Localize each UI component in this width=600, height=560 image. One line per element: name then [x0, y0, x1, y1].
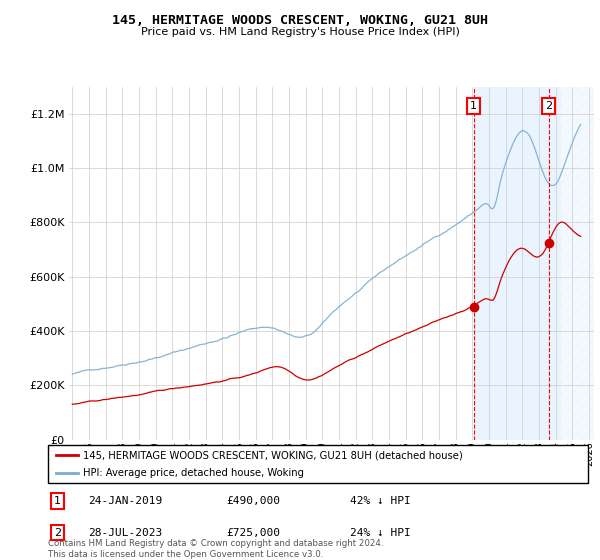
Text: Price paid vs. HM Land Registry's House Price Index (HPI): Price paid vs. HM Land Registry's House …	[140, 27, 460, 37]
Text: 28-JUL-2023: 28-JUL-2023	[89, 528, 163, 538]
Text: 24-JAN-2019: 24-JAN-2019	[89, 496, 163, 506]
Text: HPI: Average price, detached house, Woking: HPI: Average price, detached house, Woki…	[83, 468, 304, 478]
Text: 1: 1	[54, 496, 61, 506]
Text: £490,000: £490,000	[226, 496, 280, 506]
Text: 2: 2	[54, 528, 61, 538]
Text: 24% ↓ HPI: 24% ↓ HPI	[350, 528, 411, 538]
Text: Contains HM Land Registry data © Crown copyright and database right 2024.
This d: Contains HM Land Registry data © Crown c…	[48, 539, 383, 559]
Text: 1: 1	[470, 101, 477, 111]
Text: 2: 2	[545, 101, 552, 111]
Text: £725,000: £725,000	[226, 528, 280, 538]
Text: 145, HERMITAGE WOODS CRESCENT, WOKING, GU21 8UH (detached house): 145, HERMITAGE WOODS CRESCENT, WOKING, G…	[83, 450, 463, 460]
Bar	[560, 87, 594, 440]
Text: 145, HERMITAGE WOODS CRESCENT, WOKING, GU21 8UH: 145, HERMITAGE WOODS CRESCENT, WOKING, G…	[112, 14, 488, 27]
Bar	[473, 87, 560, 440]
Text: 42% ↓ HPI: 42% ↓ HPI	[350, 496, 411, 506]
